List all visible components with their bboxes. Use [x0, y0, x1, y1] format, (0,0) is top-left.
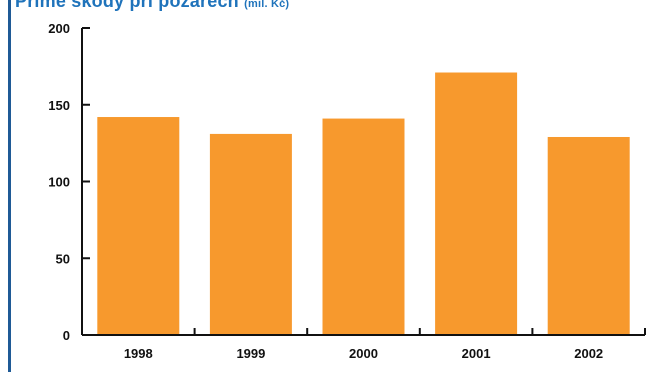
y-tick-label-0: 0 — [63, 328, 70, 343]
chart-title: Přímé škody při požárech (mil. Kč) — [15, 0, 289, 12]
x-tick-label-1998: 1998 — [124, 346, 153, 361]
y-tick-label-100: 100 — [48, 175, 70, 190]
x-tick-label-2001: 2001 — [462, 346, 491, 361]
bar-2002 — [547, 136, 630, 335]
y-tick-label-200: 200 — [48, 21, 70, 36]
x-tick-label-2000: 2000 — [349, 346, 378, 361]
x-tick-label-2002: 2002 — [574, 346, 603, 361]
y-tick-label-150: 150 — [48, 98, 70, 113]
bar-2000 — [322, 118, 405, 335]
bar-1998 — [97, 117, 180, 335]
bar-1999 — [209, 133, 292, 335]
chart-title-unit: (mil. Kč) — [244, 0, 290, 10]
bar-2001 — [435, 72, 518, 335]
y-tick-label-50: 50 — [56, 251, 70, 266]
chart-title-text: Přímé škody při požárech — [15, 0, 239, 11]
x-tick-label-1999: 1999 — [236, 346, 265, 361]
left-frame-line — [8, 0, 11, 372]
